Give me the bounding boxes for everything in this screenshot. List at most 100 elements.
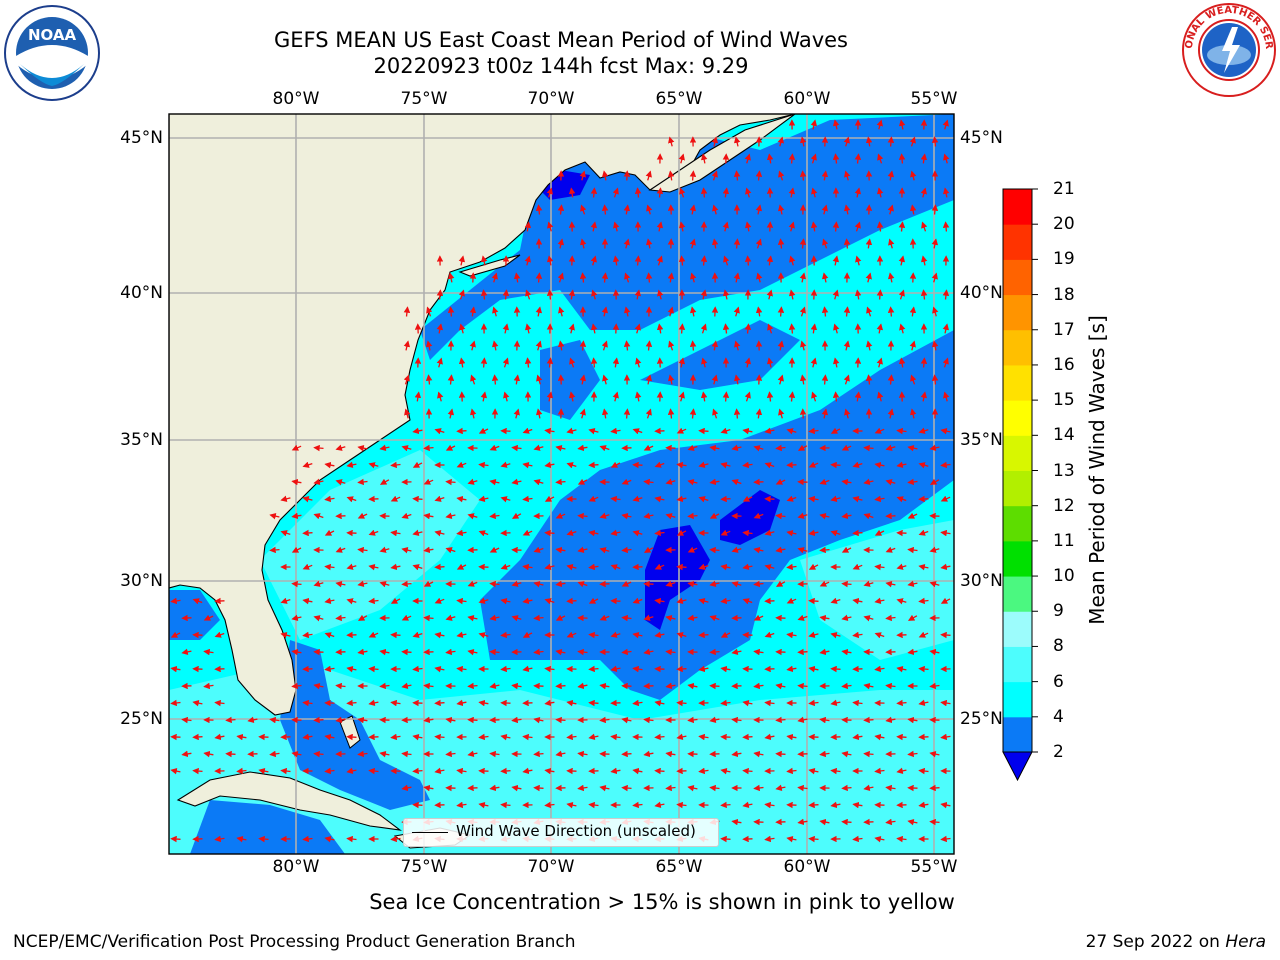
wind-wave-arrow [786, 529, 797, 537]
wind-wave-arrow [632, 597, 643, 604]
wind-wave-arrow [863, 478, 874, 486]
wind-wave-arrow [566, 564, 577, 571]
wind-wave-arrow [877, 391, 884, 402]
wind-wave-arrow [335, 682, 346, 690]
colorbar-tick-label: 20 [1053, 214, 1075, 235]
wind-wave-arrow [558, 306, 565, 317]
wind-wave-arrow [942, 119, 949, 130]
wind-wave-arrow [346, 665, 357, 673]
wind-wave-arrow [907, 716, 918, 724]
wind-wave-arrow [390, 495, 401, 502]
wind-wave-arrow [753, 648, 764, 656]
wind-wave-arrow [709, 444, 720, 452]
wind-wave-arrow [775, 512, 786, 520]
wind-wave-arrow [742, 801, 753, 809]
wind-wave-arrow [313, 615, 324, 622]
wind-wave-arrow [744, 357, 752, 368]
wind-wave-arrow [797, 444, 808, 451]
wind-wave-arrow [579, 272, 587, 283]
wind-wave-arrow [811, 187, 818, 198]
wind-wave-arrow [269, 750, 280, 758]
wind-wave-arrow [390, 631, 401, 639]
wind-wave-arrow [700, 289, 708, 300]
wind-wave-arrow [808, 461, 819, 468]
wind-wave-arrow [810, 323, 818, 334]
wind-wave-arrow [503, 391, 510, 402]
wind-wave-arrow [931, 204, 939, 215]
wind-wave-arrow [546, 391, 554, 402]
wind-wave-arrow [918, 597, 929, 605]
wind-wave-arrow [469, 340, 476, 351]
wind-wave-arrow [170, 631, 181, 638]
wind-wave-arrow [678, 221, 686, 232]
wind-wave-arrow [874, 461, 885, 469]
wind-wave-arrow [678, 357, 686, 368]
wind-wave-arrow [744, 323, 752, 334]
wind-wave-arrow [821, 408, 829, 419]
wind-wave-arrow [744, 153, 751, 164]
lat-tick-right: 45°N [960, 128, 1003, 148]
wind-wave-arrow [610, 461, 621, 468]
wind-wave-arrow [865, 340, 873, 351]
wind-wave-arrow [557, 272, 564, 283]
wind-wave-arrow [722, 323, 730, 334]
wind-wave-arrow [601, 170, 609, 181]
wind-wave-arrow [711, 374, 718, 385]
wind-wave-arrow [832, 255, 840, 266]
wind-wave-arrow [489, 750, 500, 758]
wind-wave-arrow [324, 632, 335, 639]
wind-wave-arrow [368, 597, 379, 605]
wind-wave-arrow [324, 563, 335, 571]
wind-wave-arrow [390, 563, 401, 571]
wind-wave-arrow [720, 631, 731, 638]
wind-wave-arrow [764, 801, 775, 809]
wind-wave-arrow [544, 461, 555, 469]
wind-wave-arrow [456, 563, 467, 570]
wind-wave-arrow [579, 170, 586, 181]
wind-wave-arrow [874, 665, 885, 673]
wind-wave-arrow [632, 631, 643, 639]
wind-wave-arrow [489, 444, 500, 451]
wind-wave-arrow [346, 496, 357, 503]
wind-wave-arrow [808, 699, 819, 707]
wind-wave-arrow [181, 750, 192, 758]
wind-wave-arrow [731, 750, 742, 758]
colorbar-tick-label: 11 [1053, 530, 1075, 551]
wind-wave-arrow [643, 546, 654, 553]
wind-wave-arrow [733, 408, 741, 419]
wind-wave-arrow [568, 391, 576, 402]
wind-wave-arrow [764, 631, 775, 638]
wind-wave-arrow [745, 187, 752, 198]
wind-wave-arrow [865, 374, 873, 385]
wind-wave-arrow [357, 648, 368, 656]
wind-wave-arrow [613, 221, 620, 232]
wind-wave-arrow [203, 648, 214, 656]
wind-wave-arrow [665, 750, 676, 758]
wind-wave-arrow [874, 632, 885, 639]
wind-wave-arrow [687, 546, 698, 553]
wind-wave-arrow [580, 204, 587, 215]
wind-wave-arrow [434, 733, 445, 741]
colorbar-tick-label: 4 [1053, 706, 1064, 727]
wind-wave-arrow [192, 767, 203, 775]
wind-wave-arrow [786, 767, 797, 775]
wind-wave-arrow [896, 699, 907, 707]
wind-wave-arrow [368, 767, 379, 775]
wind-wave-arrow [753, 784, 764, 792]
chart-subtitle: 20220923 t00z 144h fcst Max: 9.29 [373, 54, 749, 78]
wind-wave-arrow [863, 615, 874, 622]
wind-wave-arrow [676, 801, 687, 809]
wind-wave-arrow [676, 529, 687, 536]
wind-wave-arrow [458, 357, 466, 368]
wind-wave-arrow [766, 153, 774, 164]
wind-wave-arrow [577, 682, 588, 690]
wind-wave-arrow [456, 461, 467, 468]
wind-wave-arrow [601, 340, 608, 351]
wind-wave-arrow [656, 255, 663, 266]
wind-wave-arrow [887, 306, 895, 317]
wind-wave-arrow [566, 529, 577, 536]
wind-wave-arrow [566, 699, 577, 707]
wind-wave-arrow [832, 289, 839, 300]
wind-wave-arrow [357, 444, 368, 452]
wind-wave-arrow [788, 153, 796, 164]
